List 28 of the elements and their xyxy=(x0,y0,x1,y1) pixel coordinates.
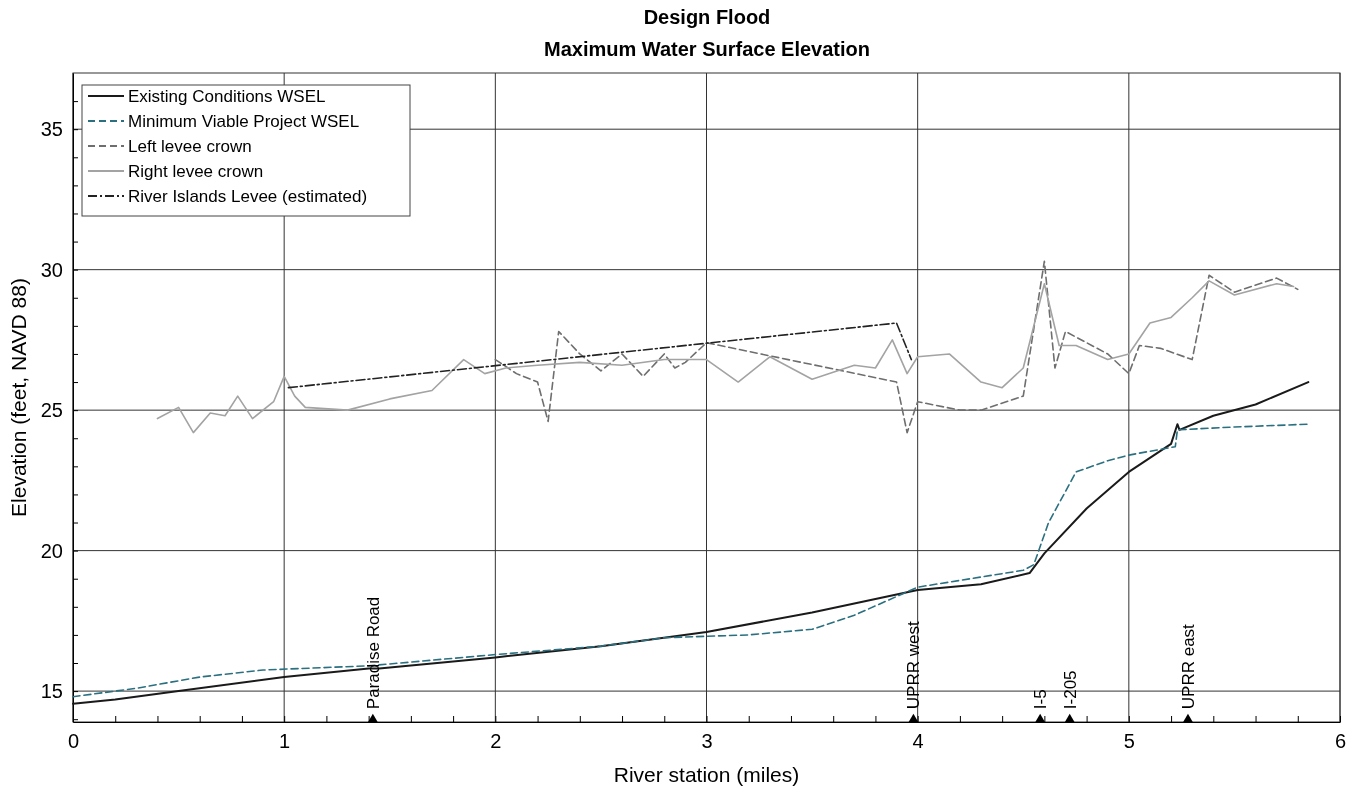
y-tick-label: 35 xyxy=(40,118,63,141)
data-label: Paradise Road xyxy=(363,596,383,710)
x-tick-label: 4 xyxy=(912,730,924,753)
chart-subtitle: Maximum Water Surface Elevation xyxy=(543,38,871,60)
x-tick-label: 1 xyxy=(279,730,291,753)
x-tick-label: 5 xyxy=(1123,730,1135,753)
y-tick-label: 30 xyxy=(40,258,63,281)
legend-label: Left levee crown xyxy=(128,137,252,156)
x-tick-label: 0 xyxy=(67,730,80,753)
line-series xyxy=(494,260,1299,434)
x-tick-label: 2 xyxy=(490,730,502,753)
data-label: I-5 xyxy=(1031,689,1051,710)
legend-label: Minimum Viable Project WSEL xyxy=(128,112,360,131)
data-label: UPRR west xyxy=(904,621,924,710)
data-label: UPRR east xyxy=(1178,623,1198,710)
y-axis-title: Elevation (feet, NAVD 88) xyxy=(7,278,30,517)
legend-label: Existing Conditions WSEL xyxy=(128,87,326,106)
legend-label: River Islands Levee (estimated) xyxy=(128,187,368,206)
y-tick-label: 15 xyxy=(40,680,63,702)
x-tick-label: 6 xyxy=(1334,730,1347,753)
y-tick-label: 20 xyxy=(40,539,63,562)
x-tick-label: 3 xyxy=(701,730,713,753)
legend-label: Right levee crown xyxy=(128,162,264,181)
chart-title: Design Flood xyxy=(643,6,771,28)
line-series xyxy=(156,280,1295,434)
y-tick-label: 25 xyxy=(40,399,63,422)
data-label: I-205 xyxy=(1060,670,1080,710)
x-axis-title: River station (miles) xyxy=(613,763,800,786)
